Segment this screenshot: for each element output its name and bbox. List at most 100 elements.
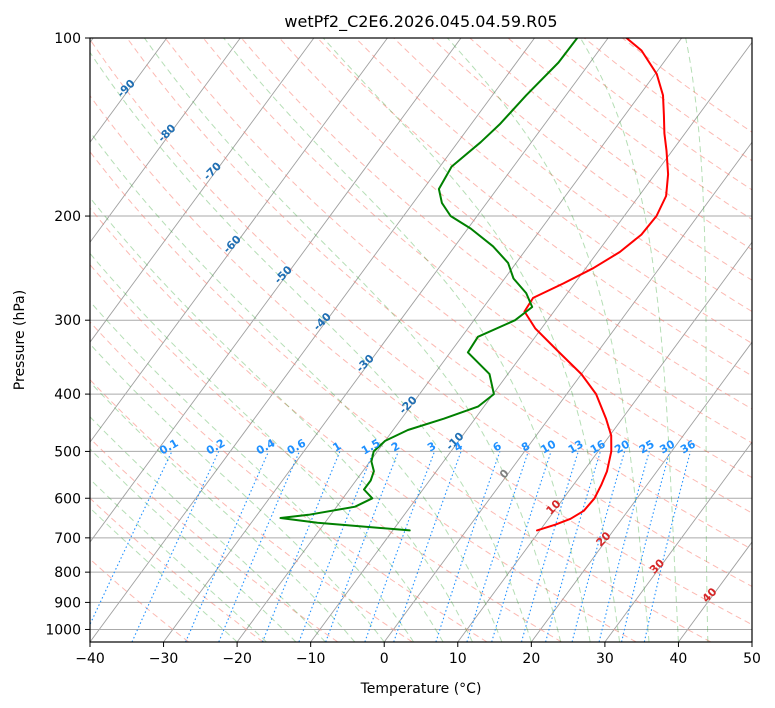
x-tick-label: 20 [522,651,540,667]
moist-adiabat [90,300,415,642]
y-tick-label: 400 [54,387,81,403]
isotherm-label: -90 [115,77,138,100]
isotherm-line [751,641,752,642]
dry-adiabat [164,38,752,514]
mixing-ratio-labels: 0.1 0.2 0.4 0.6 1 1.5 2 3 4 6 8 10 13 16 20 25 30 36 [157,436,698,457]
dry-adiabat [90,379,413,642]
mixing-ratio-line [218,451,300,642]
x-axis-title: Temperature (°C) [360,681,482,697]
isotherm-line [90,38,388,443]
x-tick-label: −10 [296,651,326,667]
x-tick-label: 10 [449,651,467,667]
profile-series [279,38,670,532]
moist-adiabat [223,38,591,642]
mixing-ratio-label: 13 [566,438,586,457]
mixing-ratio-line [643,451,692,642]
y-tick-label: 300 [54,313,81,329]
mixing-ratio-label: 2 [389,439,402,454]
moist-adiabat [143,38,562,642]
mixing-ratio-label: 1 [330,439,343,454]
moist-adiabat [579,38,679,642]
isotherm-line [90,38,462,543]
dry-adiabat [90,94,752,626]
dry-adiabat [317,38,752,377]
dewpoint-profile-line [279,38,579,532]
y-tick-label: 100 [54,31,81,47]
mixing-ratio-line [435,451,501,642]
x-tick-label: 50 [743,651,761,667]
isotherm-line [530,341,752,642]
temperature-profile-line [523,38,670,532]
dry-adiabat [90,497,264,642]
dry-adiabat [545,38,752,191]
isotherm-line [90,38,535,642]
mixing-ratio-label: 0.1 [157,436,180,457]
mixing-ratio-line [261,451,341,642]
chart-title: wetPf2_C2E6.2026.045.04.59.R05 [284,12,557,32]
mixing-ratio-line [298,451,375,642]
mixing-ratio-lines [90,451,692,642]
moist-adiabat [90,131,503,642]
mixing-ratio-label: 1.5 [359,436,382,457]
mixing-ratio-label: 16 [588,437,608,456]
dry-adiabat [469,38,752,251]
isotherm-line [310,41,752,642]
mixing-ratio-line [598,451,650,642]
isotherm-line [604,441,752,642]
mixing-ratio-label: 25 [637,438,657,457]
dry-adiabats [90,38,752,642]
moist-adiabat [90,381,356,642]
plot-frame [89,37,753,643]
mixing-ratio-line [90,451,173,626]
isotherm-line [90,38,315,343]
mixing-ratio-label: 3 [425,439,438,454]
pressure-gridlines [90,38,752,630]
isotherm-label: -50 [272,263,295,286]
moist-adiabat [322,38,621,642]
mixing-ratio-line [364,451,436,642]
isotherm-label: 20 [594,529,614,549]
isotherm-label: -40 [311,310,334,333]
x-tick-label: −20 [222,651,252,667]
dry-adiabat [279,38,752,410]
isotherm-label: -70 [201,159,224,182]
isotherm-label: 0 [497,467,512,482]
x-tick-label: 30 [596,651,614,667]
x-tick-label: 0 [380,651,389,667]
dry-adiabat [90,207,637,642]
y-tick-label: 900 [54,595,81,611]
y-tick-label: 700 [54,531,81,547]
dry-adiabat [355,38,752,344]
mixing-ratio-label: 30 [657,437,677,456]
x-tick-label: −30 [149,651,179,667]
dry-adiabat [90,321,488,642]
mixing-ratio-label: 0.6 [285,436,309,457]
mixing-ratio-line [545,451,601,642]
y-tick-label: 600 [54,491,81,507]
mixing-ratio-label: 10 [539,437,559,456]
moist-adiabat [447,38,650,642]
x-tick-label: 40 [670,651,688,667]
dry-adiabat [90,263,562,642]
dry-adiabat [240,38,752,444]
mixing-ratio-label: 20 [612,437,632,456]
isotherm-label: 10 [544,497,564,517]
mixing-ratio-line [621,451,671,642]
dry-adiabat [431,38,752,281]
x-tick-label: −40 [75,651,105,667]
mixing-ratio-line [466,451,529,642]
isotherm-line [383,141,752,642]
isotherm-line [90,38,168,144]
moist-adiabat [685,38,709,642]
moist-adiabat [90,343,385,642]
isotherm-line [90,38,241,244]
y-tick-label: 1000 [45,622,81,638]
x-axis: −40 −30 −20 −10 0 10 20 30 40 50 [75,642,761,667]
mixing-ratio-label: 8 [519,439,532,454]
y-tick-label: 500 [54,444,81,460]
isotherm-lines [90,38,752,642]
isotherm-line [163,38,609,642]
isotherm-line [457,241,752,642]
